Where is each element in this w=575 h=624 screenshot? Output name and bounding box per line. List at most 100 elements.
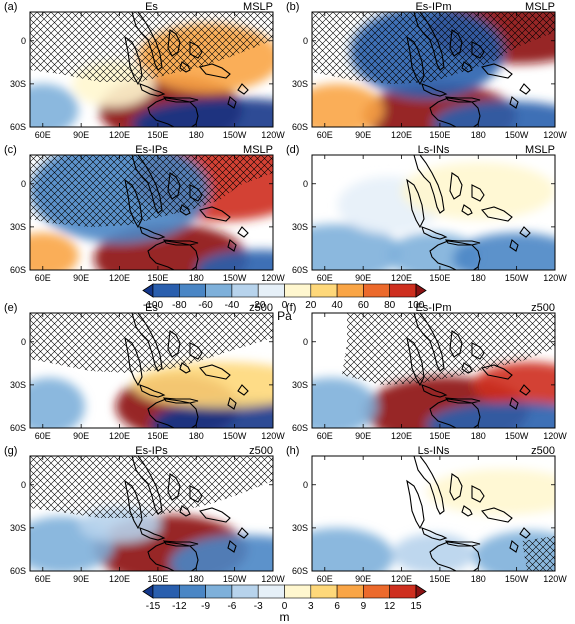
x-tick-label: 120W [261,130,285,140]
y-tick-label: 30S [10,222,26,232]
colorbar-segment [336,283,364,298]
y-tick-label: 60S [10,423,26,433]
x-tick-label: 120W [543,431,567,441]
y-tick-label: 60S [292,423,308,433]
colorbar-min-arrow [142,584,154,599]
colorbar-segment [205,584,233,599]
x-tick-label: 150E [429,431,450,441]
x-tick-label: 180 [471,130,486,140]
x-tick-label: 150E [147,130,168,140]
anomaly-blob [452,232,555,270]
colorbar: -15 -12 -9 -6 -3 0 3 6 9 12 15 m [142,584,427,624]
y-tick-label: 60S [10,566,26,576]
colorbar-tick-label: 0 [282,300,288,311]
anomaly-blob [30,83,79,127]
x-tick-label: 150E [429,273,450,283]
x-tick-label: 60E [35,130,51,140]
x-tick-label: 180 [189,431,204,441]
colorbar-tick-label: -100 [143,300,163,311]
y-tick-label: 0 [303,480,308,490]
x-tick-label: 90E [355,574,371,584]
colorbar-tick-label: 15 [410,601,422,612]
panel-field: MSLP [243,144,273,156]
x-tick-label: 150E [429,574,450,584]
x-tick-label: 150W [223,574,247,584]
anomaly-blob [196,249,273,270]
colorbar-tick-label: 3 [308,601,314,612]
colorbar-segment [178,584,206,599]
colorbar-segment [310,584,338,599]
x-tick-label: 120W [261,431,285,441]
colorbar-segment [231,584,259,599]
x-tick-label: 150E [147,574,168,584]
y-tick-label: 30S [292,79,308,89]
panel-frame [29,312,274,429]
x-tick-label: 120E [109,431,130,441]
panel-title: Es-IPs [135,445,168,457]
colorbar-segment [205,283,233,298]
colorbar-segment [363,584,390,599]
x-tick-label: 120E [391,431,412,441]
panel-frame [29,154,274,271]
colorbar-segment [257,283,285,298]
colorbar-segment [152,283,180,298]
y-tick-label: 30S [10,79,26,89]
panel-letter: (c) [4,144,17,156]
y-tick-label: 60S [10,122,26,132]
panel-title: Es [145,302,158,314]
significance-hatch [30,313,273,373]
panel-title: Ls-INs [418,144,450,156]
panel-title: Ls-INs [418,445,450,457]
panel-title: Es-IPs [135,144,168,156]
colorbar-tick-label: -3 [254,601,263,612]
x-tick-label: 120W [543,130,567,140]
panel-letter: (e) [4,302,17,314]
colorbar-min-arrow [142,283,154,298]
x-tick-label: 90E [73,273,89,283]
x-tick-label: 150W [505,431,529,441]
panel-letter: (a) [4,1,17,13]
map-panel: 60E 90E 120E 150E 180 150W 120W 0 30S 60S (g) Es-IP… [4,445,285,584]
colorbar-unit: m [280,610,290,624]
y-tick-label: 0 [21,337,26,347]
x-tick-label: 60E [317,431,333,441]
x-tick-label: 60E [35,431,51,441]
colorbar-tick-label: -20 [251,300,266,311]
y-tick-label: 0 [21,480,26,490]
colorbar-segment [284,283,312,298]
x-tick-label: 120E [109,130,130,140]
x-tick-label: 90E [73,574,89,584]
anomaly-blob [433,101,555,127]
y-tick-label: 30S [292,222,308,232]
map-panel: 60E 90E 120E 150E 180 150W 120W 0 30S 60S (c) Es-IP… [4,144,285,283]
colorbar: -100 -80 -60 -40 -20 0 20 40 60 80 100 Pa [142,283,427,323]
x-tick-label: 120E [391,574,412,584]
x-tick-label: 180 [189,574,204,584]
anomaly-blob [473,361,555,408]
x-tick-label: 150W [505,273,529,283]
x-tick-label: 120E [391,273,412,283]
x-tick-label: 60E [317,130,333,140]
panel-letter: (d) [286,144,299,156]
anomaly-blob [30,377,85,428]
colorbar-unit: Pa [277,309,292,323]
colorbar-tick-label: -12 [172,601,187,612]
x-tick-label: 180 [471,431,486,441]
map-panel: 60E 90E 120E 150E 180 150W 120W 0 30S 60S (a) Es MSL… [4,1,285,140]
anomaly-blob [427,468,555,515]
panel-title: Es-IPm [415,1,451,13]
x-tick-label: 150W [505,130,529,140]
y-tick-label: 30S [292,380,308,390]
anomaly-blob [132,98,273,127]
panel-frame [29,455,274,572]
panel-frame [311,455,556,572]
y-tick-label: 30S [10,380,26,390]
anomaly-blob [312,527,394,571]
x-tick-label: 60E [35,574,51,584]
panel-field: MSLP [243,1,273,13]
y-tick-label: 0 [303,36,308,46]
x-tick-label: 180 [189,273,204,283]
x-tick-label: 150E [147,273,168,283]
x-tick-label: 150W [505,574,529,584]
